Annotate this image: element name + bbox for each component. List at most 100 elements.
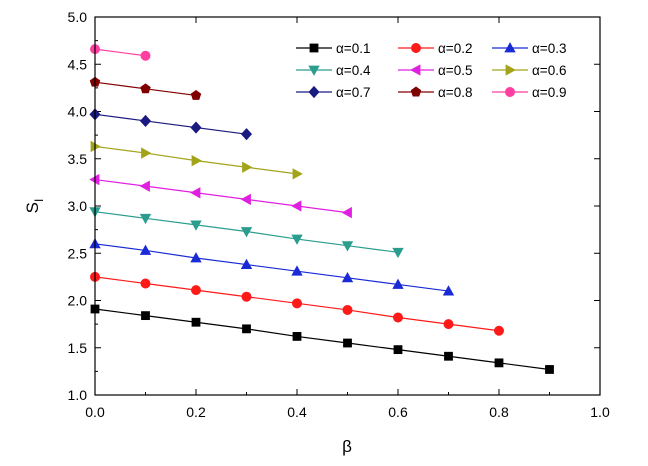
data-point [341, 241, 354, 252]
legend-item: α=0.6 [492, 63, 566, 78]
data-point [343, 338, 352, 348]
data-point [292, 168, 303, 180]
data-point [341, 206, 352, 219]
data-point [139, 244, 152, 255]
data-point [308, 85, 320, 99]
data-point [505, 64, 516, 76]
legend-item: α=0.4 [296, 63, 371, 78]
x-tick-label: 0.8 [489, 404, 509, 420]
data-point [443, 319, 454, 330]
data-point [240, 227, 253, 238]
data-point [240, 193, 251, 206]
series-7 [89, 108, 253, 141]
y-tick-label: 2.0 [68, 293, 88, 309]
legend-label: α=0.4 [336, 63, 371, 78]
y-tick-label: 3.5 [68, 151, 88, 167]
legend-label: α=0.7 [336, 85, 370, 100]
series-line [94, 113, 247, 135]
legend-item: α=0.1 [296, 41, 370, 56]
tick-labels: 0.0 0.2 0.4 0.6 0.8 1.0 1.0 1.5 2.0 2.5 3.0 3.5 4.0 4… [68, 9, 610, 420]
legend-label: α=0.5 [438, 63, 472, 78]
x-tick-label: 1.0 [590, 404, 610, 420]
y-axis-label-subscript: I [32, 199, 46, 202]
data-point [190, 220, 202, 231]
data-point [242, 324, 251, 334]
series-2 [90, 271, 504, 336]
legend-item: α=0.7 [296, 85, 370, 100]
data-point [140, 278, 151, 289]
data-point [291, 298, 302, 309]
data-point [308, 65, 320, 76]
data-point [341, 271, 354, 283]
series-layer [89, 44, 554, 374]
data-point [242, 161, 253, 173]
x-tick-label: 0.4 [287, 404, 307, 420]
data-point [141, 311, 150, 321]
series-line [94, 243, 449, 292]
data-point [410, 64, 421, 76]
x-tick-label: 0.6 [388, 404, 408, 420]
data-point [291, 234, 303, 245]
legend: α=0.1 α=0.2 α=0.3 α=0.4 α=0.5 α=0.6 α=0.7 α=0.8… [296, 41, 566, 100]
data-point [191, 317, 201, 327]
data-point [140, 50, 151, 61]
legend-label: α=0.8 [438, 85, 472, 100]
data-point [410, 43, 421, 54]
legend-item: α=0.5 [398, 63, 472, 78]
data-point [291, 265, 303, 276]
data-point [190, 121, 202, 134]
data-point [140, 83, 151, 94]
y-tick-label: 4.5 [68, 56, 88, 72]
legend-label: α=0.2 [438, 41, 472, 56]
data-point [392, 312, 403, 323]
y-tick-label: 1.0 [68, 387, 88, 403]
series-line [94, 48, 146, 57]
data-point [309, 43, 319, 53]
y-tick-label: 1.5 [68, 340, 88, 356]
plot-frame [94, 16, 601, 396]
legend-label: α=0.6 [532, 63, 566, 78]
y-axis-label: SI [23, 199, 46, 214]
y-axis-label-main: S [23, 202, 42, 213]
data-point [444, 351, 453, 361]
data-point [393, 345, 403, 355]
y-tick-label: 2.5 [68, 245, 88, 261]
data-point [191, 154, 202, 167]
data-point [240, 128, 253, 141]
data-point [392, 247, 404, 259]
data-point [504, 42, 516, 53]
data-point [342, 304, 353, 315]
x-tick-label: 0.0 [85, 404, 105, 420]
y-tick-label: 5.0 [68, 9, 88, 25]
y-tick-label: 4.0 [68, 104, 88, 120]
data-point [494, 358, 504, 368]
series-1 [90, 304, 554, 374]
data-point [241, 291, 252, 302]
series-9 [90, 44, 151, 61]
data-point [141, 147, 152, 159]
legend-label: α=0.1 [336, 41, 370, 56]
data-point [240, 258, 253, 269]
data-point [190, 187, 201, 199]
y-tick-label: 3.0 [68, 198, 88, 214]
data-point [190, 89, 202, 100]
series-5 [89, 173, 352, 219]
data-point [190, 285, 201, 296]
data-point [504, 87, 515, 98]
data-point [410, 86, 422, 97]
series-line [94, 178, 348, 214]
data-point [139, 180, 150, 192]
legend-label: α=0.3 [532, 41, 566, 56]
legend-label: α=0.9 [532, 85, 566, 100]
series-6 [90, 140, 303, 180]
data-point [545, 365, 554, 374]
data-point [139, 213, 152, 225]
series-3 [89, 237, 455, 296]
x-tick-label: 0.2 [186, 404, 206, 420]
data-point [291, 200, 302, 212]
series-8 [89, 76, 202, 100]
legend-item: α=0.3 [492, 41, 566, 56]
svg-text:SI: SI [23, 199, 46, 214]
legend-item: α=0.8 [398, 85, 472, 100]
